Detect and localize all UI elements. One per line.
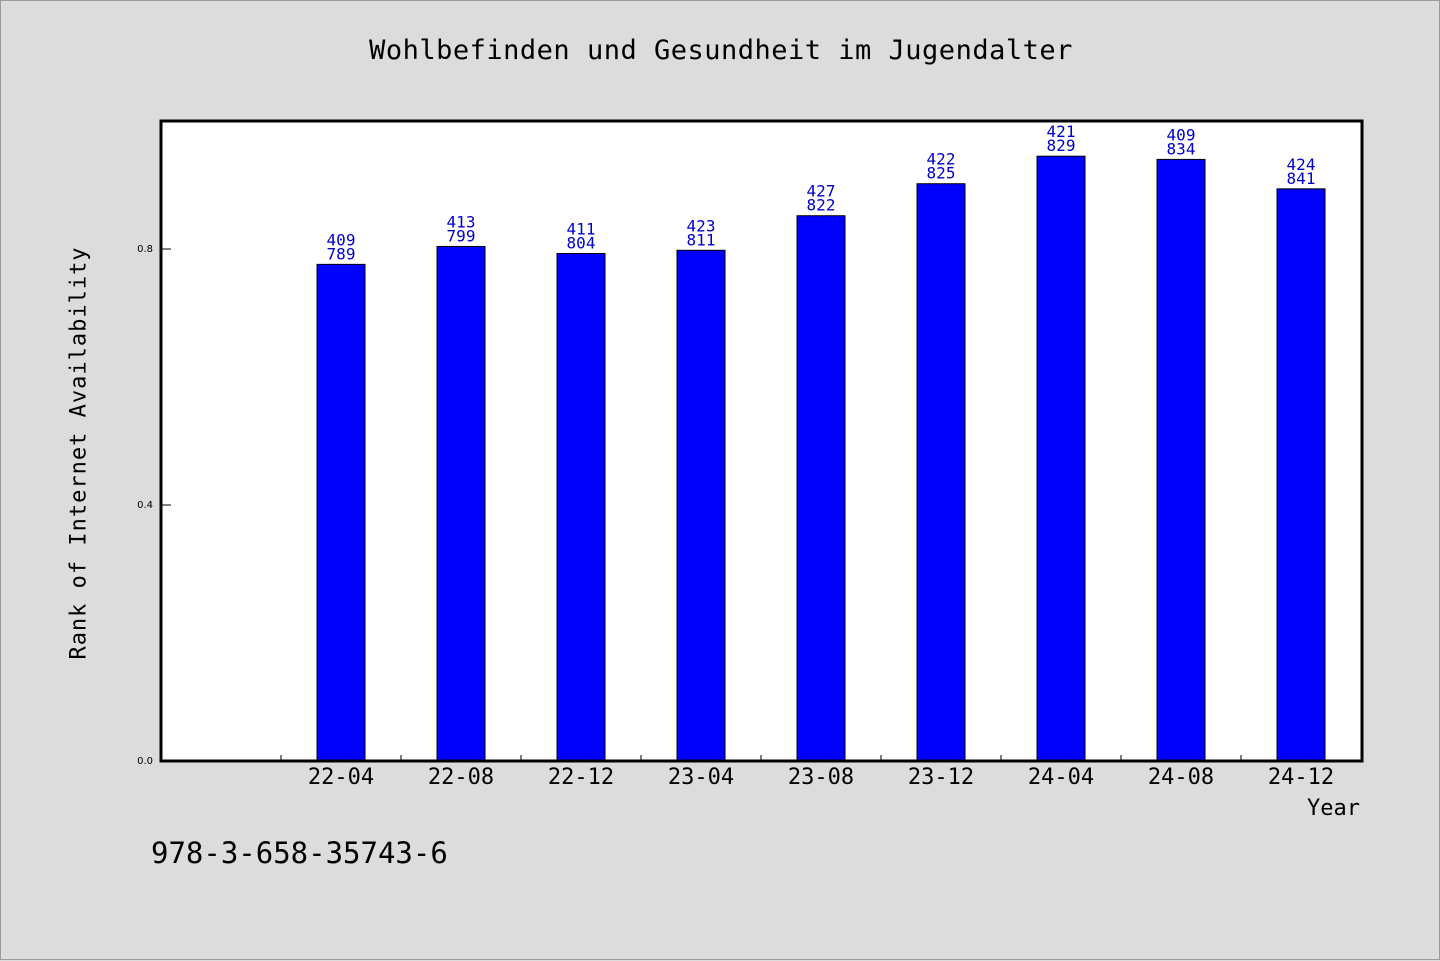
x-tick-label: 22-04	[308, 765, 374, 790]
bar-label-top: 409	[1167, 125, 1196, 144]
x-tick-label: 23-04	[668, 765, 734, 790]
x-tick-label: 24-08	[1148, 765, 1214, 790]
bar	[796, 215, 846, 762]
bar	[1156, 158, 1206, 762]
y-tick-label: 0.4	[137, 500, 153, 511]
x-tick-label: 23-12	[908, 765, 974, 790]
x-tick-label: 22-12	[548, 765, 614, 790]
isbn-footnote: 978-3-658-35743-6	[151, 836, 448, 870]
y-tick-label: 0.0	[137, 756, 153, 767]
bar-label-top: 413	[447, 212, 476, 231]
bar-label-top: 409	[327, 230, 356, 249]
bar	[1036, 155, 1086, 762]
bar-label-bottom: 825	[927, 164, 956, 183]
bar-label-top: 422	[927, 150, 956, 169]
chart-title: Wohlbefinden und Gesundheit im Jugendalt…	[369, 35, 1073, 66]
bar-label-top: 421	[1047, 122, 1076, 141]
bar-label-bottom: 789	[327, 244, 356, 263]
bar	[676, 249, 726, 762]
bar-label-bottom: 804	[567, 233, 596, 252]
bar-label-bottom: 834	[1167, 139, 1196, 158]
y-tick-label: 0.8	[137, 244, 153, 255]
x-tick-label: 22-08	[428, 765, 494, 790]
bar	[916, 183, 966, 762]
bar-label-bottom: 811	[687, 230, 716, 249]
bar	[436, 245, 486, 762]
x-tick-label: 24-04	[1028, 765, 1094, 790]
x-tick-label: 24-12	[1268, 765, 1334, 790]
bar-label-top: 411	[567, 219, 596, 238]
x-tick-label: 23-08	[788, 765, 854, 790]
bar	[316, 263, 366, 762]
bar-label-bottom: 799	[447, 226, 476, 245]
bar	[1276, 188, 1326, 762]
bar-label-top: 423	[687, 216, 716, 235]
x-axis-label: Year	[1307, 796, 1360, 821]
bar-label-top: 424	[1287, 155, 1316, 174]
bar	[556, 252, 606, 762]
plot-frame	[159, 119, 1364, 763]
bar-label-bottom: 822	[807, 196, 836, 215]
bar-label-bottom: 829	[1047, 136, 1076, 155]
bar-label-top: 427	[807, 182, 836, 201]
bar-label-bottom: 841	[1287, 169, 1316, 188]
